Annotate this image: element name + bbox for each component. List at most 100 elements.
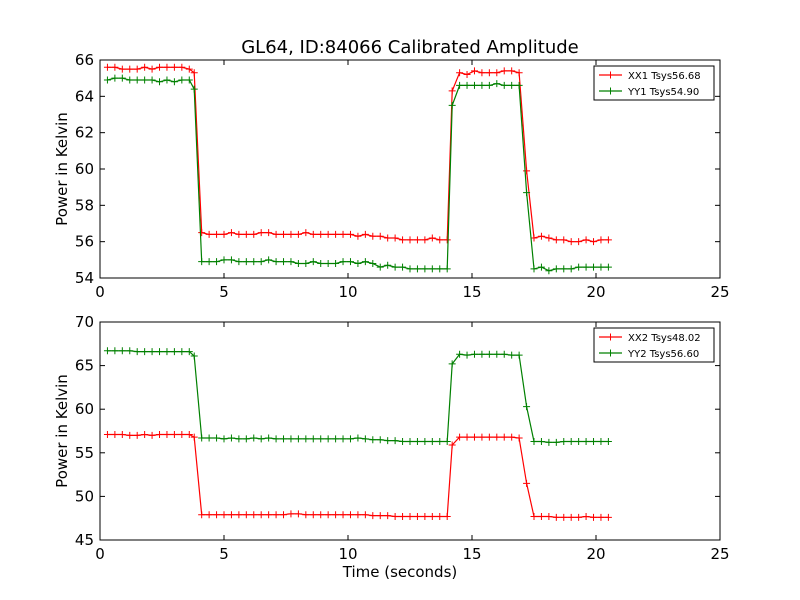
data-point bbox=[399, 512, 407, 520]
data-point bbox=[205, 511, 213, 519]
legend-marker bbox=[607, 349, 614, 357]
data-point bbox=[265, 434, 273, 442]
data-point bbox=[545, 234, 553, 242]
data-point bbox=[227, 229, 235, 237]
data-point bbox=[560, 437, 568, 445]
data-point bbox=[170, 78, 178, 86]
figure-title: GL64, ID:84066 Calibrated Amplitude bbox=[241, 37, 579, 58]
data-point bbox=[384, 261, 392, 269]
data-point bbox=[118, 430, 126, 438]
data-point bbox=[339, 230, 347, 238]
legend: XX2 Tsys48.02 YY2 Tsys56.60 bbox=[593, 327, 715, 363]
top-chart-panel: 0 5 10 15 20 25 54 56 58 60 62 64 66 Power in Kelvin X… bbox=[53, 51, 730, 301]
data-point bbox=[178, 63, 186, 71]
x-tick-label: 25 bbox=[710, 545, 729, 563]
series-xx1 bbox=[103, 63, 612, 246]
data-point bbox=[478, 350, 486, 358]
data-point bbox=[242, 511, 250, 519]
data-point bbox=[324, 511, 332, 519]
data-point bbox=[421, 236, 429, 244]
data-point bbox=[485, 350, 493, 358]
x-tick-label: 25 bbox=[710, 283, 729, 301]
data-point bbox=[376, 232, 384, 240]
legend-item: XX2 Tsys48.02 bbox=[599, 333, 701, 344]
data-point bbox=[552, 438, 560, 446]
data-point bbox=[391, 512, 399, 520]
data-point bbox=[235, 230, 243, 238]
data-point bbox=[590, 513, 598, 521]
data-point bbox=[436, 265, 444, 273]
data-point bbox=[567, 513, 575, 521]
data-point bbox=[436, 512, 444, 520]
data-point bbox=[413, 437, 421, 445]
series-xx2 bbox=[103, 430, 612, 521]
legend: XX1 Tsys56.68 YY1 Tsys54.90 bbox=[593, 65, 715, 101]
data-point bbox=[560, 236, 568, 244]
y-axis-label: Power in Kelvin bbox=[53, 374, 71, 488]
data-point bbox=[309, 258, 317, 266]
data-point bbox=[448, 360, 456, 368]
data-point bbox=[287, 230, 295, 238]
data-point bbox=[428, 234, 436, 242]
data-point bbox=[456, 433, 464, 441]
data-point bbox=[406, 437, 414, 445]
data-point bbox=[369, 259, 377, 267]
data-point bbox=[111, 347, 119, 355]
legend-label: YY2 Tsys56.60 bbox=[627, 349, 699, 360]
data-point bbox=[332, 230, 340, 238]
data-point bbox=[515, 351, 523, 359]
data-point bbox=[448, 101, 456, 109]
data-point bbox=[170, 63, 178, 71]
data-point bbox=[198, 229, 206, 237]
data-point bbox=[332, 435, 340, 443]
y-tick-label: 45 bbox=[75, 531, 94, 549]
data-point bbox=[354, 434, 362, 442]
data-point bbox=[220, 435, 228, 443]
data-point bbox=[391, 263, 399, 271]
data-point bbox=[309, 435, 317, 443]
x-tick-label: 0 bbox=[95, 545, 105, 563]
data-point bbox=[250, 511, 258, 519]
data-point bbox=[443, 236, 451, 244]
data-point bbox=[582, 437, 590, 445]
data-point bbox=[391, 234, 399, 242]
data-point bbox=[523, 189, 531, 197]
data-point bbox=[361, 258, 369, 266]
data-point bbox=[190, 69, 198, 77]
series-yy1 bbox=[103, 74, 612, 275]
data-point bbox=[272, 230, 280, 238]
data-point bbox=[148, 65, 156, 73]
data-point bbox=[213, 258, 221, 266]
data-point bbox=[545, 267, 553, 275]
data-point bbox=[567, 238, 575, 246]
data-point bbox=[361, 230, 369, 238]
data-point bbox=[399, 236, 407, 244]
y-tick-label: 56 bbox=[75, 233, 94, 251]
data-point bbox=[590, 437, 598, 445]
x-tick-label: 5 bbox=[219, 283, 229, 301]
x-tick-label: 10 bbox=[338, 545, 357, 563]
y-tick-label: 54 bbox=[75, 269, 94, 287]
data-point bbox=[126, 65, 134, 73]
y-tick-label: 65 bbox=[75, 357, 94, 375]
data-point bbox=[575, 513, 583, 521]
data-point bbox=[118, 74, 126, 82]
data-point bbox=[163, 63, 171, 71]
legend-label: XX2 Tsys48.02 bbox=[628, 333, 701, 344]
data-point bbox=[456, 69, 464, 77]
data-point bbox=[354, 511, 362, 519]
data-point bbox=[399, 263, 407, 271]
data-point bbox=[361, 435, 369, 443]
data-point bbox=[485, 433, 493, 441]
data-point bbox=[597, 263, 605, 271]
data-point bbox=[575, 437, 583, 445]
data-point bbox=[324, 259, 332, 267]
data-point bbox=[103, 347, 111, 355]
data-point bbox=[428, 512, 436, 520]
data-point bbox=[500, 81, 508, 89]
data-point bbox=[361, 511, 369, 519]
y-tick-label: 50 bbox=[75, 487, 94, 505]
data-point bbox=[545, 438, 553, 446]
legend-item: YY1 Tsys54.90 bbox=[599, 87, 699, 98]
data-point bbox=[242, 230, 250, 238]
